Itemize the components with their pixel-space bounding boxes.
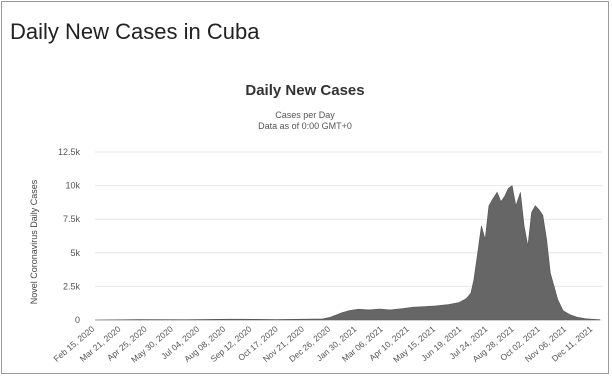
y-tick-label: 7.5k: [63, 214, 81, 224]
y-tick-label: 5k: [70, 248, 80, 258]
y-axis-ticks: 0 2.5k 5k 7.5k 10k 12.5k: [58, 147, 81, 325]
y-tick-label: 10k: [65, 181, 80, 191]
y-axis-label: Novel Coronavirus Daily Cases: [29, 179, 39, 304]
y-tick-label: 0: [75, 315, 80, 325]
y-tick-label: 2.5k: [63, 281, 81, 291]
y-tick-label: 12.5k: [58, 147, 81, 157]
